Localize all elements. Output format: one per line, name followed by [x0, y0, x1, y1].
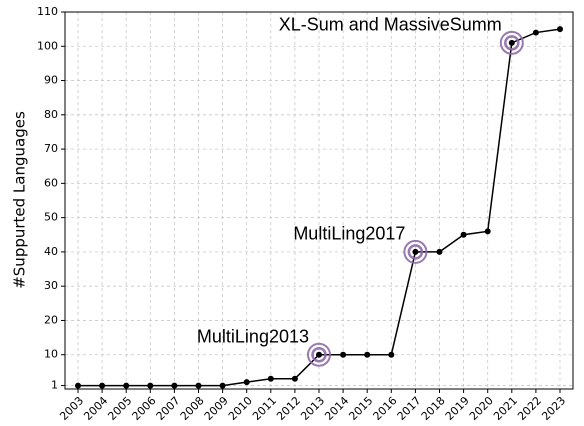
x-tick-label: 2009	[202, 394, 231, 423]
highlight-ring	[499, 30, 524, 55]
annotation: MultiLing2013	[197, 326, 309, 346]
x-tick-label: 2007	[154, 394, 183, 423]
point	[123, 382, 130, 389]
x-tick-label: 2021	[491, 394, 520, 423]
point	[291, 375, 298, 382]
x-tick-label: 2008	[178, 394, 207, 423]
y-tick-label: 30	[44, 279, 58, 292]
highlight-ring	[311, 346, 327, 363]
point	[219, 382, 226, 389]
point	[267, 375, 274, 382]
point	[412, 248, 419, 255]
x-tick-label: 2013	[298, 394, 327, 423]
annotation: MultiLing2017	[293, 224, 405, 244]
highlight-ring	[407, 244, 424, 260]
point	[388, 351, 395, 358]
plot-frame	[64, 11, 574, 390]
x-tick-label: 2005	[105, 394, 134, 423]
x-tick-label: 2012	[274, 394, 303, 423]
highlight-ring	[504, 35, 520, 51]
x-tick-label: 2019	[443, 394, 472, 423]
x-tick-label: 2015	[346, 394, 375, 423]
point	[508, 39, 515, 46]
y-tick-label: 110	[37, 5, 58, 18]
point	[532, 29, 539, 36]
y-tick-label: 60	[44, 176, 58, 189]
y-tick-label: 20	[44, 313, 58, 326]
x-tick-label: 2017	[395, 394, 424, 423]
point	[171, 382, 178, 389]
point	[99, 382, 106, 389]
y-tick-label: 90	[44, 74, 58, 87]
y-tick-label: 70	[44, 142, 58, 155]
point	[557, 26, 563, 33]
highlight-ring	[403, 239, 428, 264]
y-tick-label: 40	[44, 245, 58, 258]
x-tick-label: 2011	[250, 394, 279, 423]
y-tick-label: 1	[51, 379, 58, 392]
point	[364, 351, 371, 358]
y-tick-label: 50	[44, 211, 58, 224]
x-tick-label: 2003	[57, 394, 86, 423]
x-tick-label: 2010	[226, 394, 255, 423]
point	[316, 351, 322, 358]
x-tick-label: 2014	[322, 394, 351, 423]
x-tick-label: 2020	[467, 394, 496, 423]
x-tick-label: 2016	[371, 394, 400, 423]
point	[460, 231, 467, 238]
point	[436, 248, 443, 255]
highlight-ring	[307, 342, 331, 367]
x-tick-label: 2004	[81, 394, 110, 423]
x-tick-label: 2023	[539, 394, 568, 423]
annotation: XL-Sum and MassiveSumm	[279, 15, 502, 35]
y-tick-label: 10	[44, 348, 58, 361]
y-axis-label: #Suppurted Languages	[11, 111, 29, 289]
y-tick-label: 100	[37, 39, 58, 52]
x-tick-label: 2018	[419, 394, 448, 423]
x-tick-label: 2006	[130, 394, 159, 423]
point	[147, 382, 154, 389]
point	[195, 382, 202, 389]
point	[484, 228, 491, 235]
x-tick-label: 2022	[515, 394, 544, 423]
y-tick-label: 80	[44, 108, 58, 121]
point	[75, 382, 81, 389]
point	[340, 351, 347, 358]
point	[243, 379, 250, 386]
